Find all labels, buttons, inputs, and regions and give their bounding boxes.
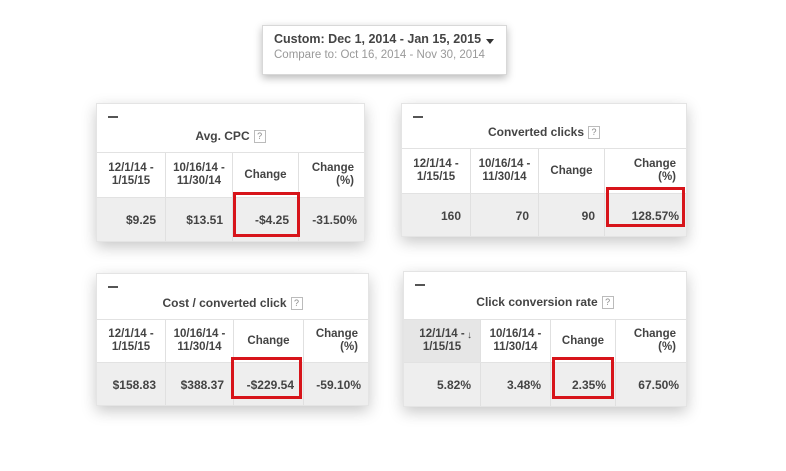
change-value: -$229.54 <box>234 363 304 405</box>
panel-title: Click conversion rate? <box>404 295 686 310</box>
change-pct-value: 67.50% <box>638 378 679 392</box>
change-pct-value: -31.50% <box>312 213 357 227</box>
panel-title: Avg. CPC? <box>97 129 364 144</box>
change-value: 2.35% <box>551 363 616 406</box>
column-header-change[interactable]: Change <box>233 153 299 197</box>
current-value: 5.82% <box>404 363 481 406</box>
column-header-compare-period[interactable]: 10/16/14 - 11/30/14 <box>166 320 234 362</box>
help-icon[interactable]: ? <box>601 296 614 310</box>
date-range-primary: Custom: Dec 1, 2014 - Jan 15, 2015 <box>274 32 482 46</box>
highlight-box <box>552 357 614 399</box>
column-header-change-pct[interactable]: Change (%) <box>633 328 676 353</box>
date-range-selector[interactable]: Custom: Dec 1, 2014 - Jan 15, 2015 Compa… <box>262 25 507 75</box>
change-pct-value: 128.57% <box>631 208 679 223</box>
current-value: 160 <box>402 194 471 236</box>
current-value: $9.25 <box>97 198 166 241</box>
column-header-change[interactable]: Change <box>551 320 616 362</box>
column-header-current-period[interactable]: 12/1/14 - 1/15/15 ↓ <box>404 320 481 362</box>
compare-value: 70 <box>471 194 539 236</box>
value-row: 160 70 90 128.57% <box>402 193 686 236</box>
panel-title: Cost / converted click? <box>97 296 368 311</box>
help-icon[interactable]: ? <box>290 297 303 311</box>
sort-down-icon: ↓ <box>467 330 472 341</box>
compare-value: 3.48% <box>481 363 551 406</box>
header-row: 12/1/14 - 1/15/15 ↓ 10/16/14 - 11/30/14 C… <box>404 319 686 362</box>
value-row: $9.25 $13.51 -$4.25 -31.50% <box>97 197 364 241</box>
highlight-box <box>606 187 685 227</box>
collapse-icon[interactable] <box>108 286 118 288</box>
change-value: 90 <box>539 194 605 236</box>
highlight-box <box>233 192 300 237</box>
highlight-box <box>231 357 302 399</box>
dropdown-caret-icon[interactable] <box>486 39 494 44</box>
column-header-change-pct[interactable]: Change (%) <box>315 328 358 353</box>
panel-avg-cpc: Avg. CPC? 12/1/14 - 1/15/15 10/16/14 - 1… <box>96 103 365 242</box>
column-header-change-pct[interactable]: Change (%) <box>311 162 354 187</box>
date-range-compare: Compare to: Oct 16, 2014 - Nov 30, 2014 <box>274 49 485 61</box>
column-header-compare-period[interactable]: 10/16/14 - 11/30/14 <box>481 320 551 362</box>
help-icon[interactable]: ? <box>588 126 601 140</box>
column-header-change[interactable]: Change <box>539 149 605 193</box>
current-value: $158.83 <box>97 363 166 405</box>
help-icon[interactable]: ? <box>253 130 266 144</box>
column-header-current-period[interactable]: 12/1/14 - 1/15/15 <box>402 149 471 193</box>
panel-click-conversion-rate: Click conversion rate? 12/1/14 - 1/15/15… <box>403 271 687 407</box>
column-header-current-period[interactable]: 12/1/14 - 1/15/15 <box>97 320 166 362</box>
change-pct-value: -59.10% <box>316 377 361 392</box>
compare-value: $388.37 <box>166 363 234 405</box>
column-header-current-period[interactable]: 12/1/14 - 1/15/15 <box>97 153 166 197</box>
collapse-icon[interactable] <box>415 284 425 286</box>
value-row: 5.82% 3.48% 2.35% 67.50% <box>404 362 686 406</box>
collapse-icon[interactable] <box>413 116 423 118</box>
column-header-compare-period[interactable]: 10/16/14 - 11/30/14 <box>166 153 233 197</box>
panel-converted-clicks: Converted clicks? 12/1/14 - 1/15/15 10/1… <box>401 103 687 237</box>
column-header-change[interactable]: Change <box>234 320 304 362</box>
collapse-icon[interactable] <box>108 116 118 118</box>
panel-title: Converted clicks? <box>402 125 686 140</box>
column-header-compare-period[interactable]: 10/16/14 - 11/30/14 <box>471 149 539 193</box>
header-row: 12/1/14 - 1/15/15 10/16/14 - 11/30/14 Ch… <box>402 148 686 193</box>
compare-value: $13.51 <box>166 198 233 241</box>
header-row: 12/1/14 - 1/15/15 10/16/14 - 11/30/14 Ch… <box>97 319 368 362</box>
column-header-change-pct[interactable]: Change (%) <box>633 158 676 183</box>
header-row: 12/1/14 - 1/15/15 10/16/14 - 11/30/14 Ch… <box>97 152 364 197</box>
